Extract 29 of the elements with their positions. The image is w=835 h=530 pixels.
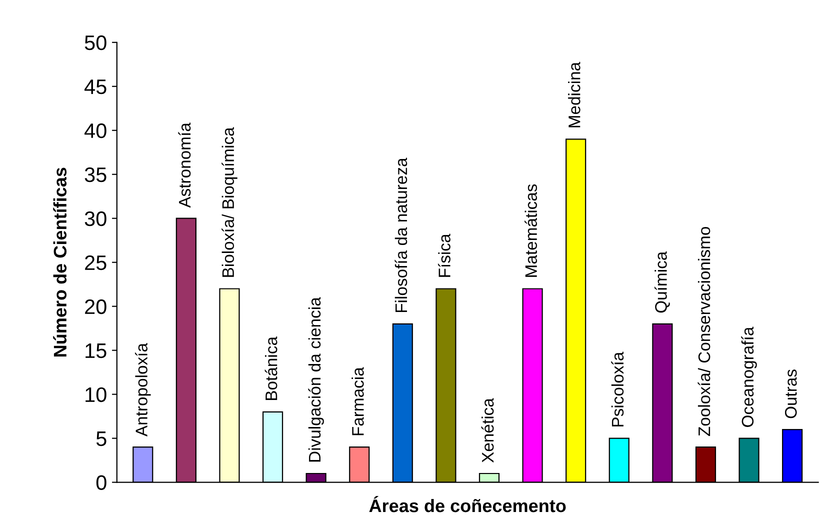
y-tick-label: 0 <box>96 475 106 490</box>
x-tick-label: Filosofía da natureza <box>394 158 408 312</box>
x-tick-label: Astronomía <box>178 122 191 208</box>
x-tick-label: Física <box>438 234 450 277</box>
x-tick-label: Medicina <box>568 62 580 128</box>
x-tick-label: Psicoloxía <box>611 352 624 426</box>
y-tick-label: 40 <box>84 123 106 138</box>
x-tick-label: Zooloxía/ Conservacionismo <box>698 226 710 436</box>
y-tick-label: 50 <box>84 35 106 50</box>
x-tick-label: Matemáticas <box>524 184 538 277</box>
y-tick-label: 15 <box>86 344 106 358</box>
x-tick-label: Antropoloxía <box>135 342 151 437</box>
x-tick-label: Outras <box>784 370 797 418</box>
y-tick-label: 10 <box>86 387 106 402</box>
y-tick-label: 35 <box>84 167 106 182</box>
x-tick-label: Bioloxía/ Bioquímica <box>222 127 238 277</box>
x-tick-label: Divulgación da ciencia <box>308 297 324 462</box>
x-axis-title: Áreas de coñecemento <box>369 496 566 512</box>
y-tick-label: 30 <box>84 211 106 226</box>
x-tick-label: Oceanografía <box>741 326 757 427</box>
x-tick-label: Farmacia <box>352 367 364 436</box>
y-tick-label: 25 <box>85 255 106 270</box>
y-tick-label: 20 <box>85 299 106 314</box>
x-tick-label: Botánica <box>264 336 278 400</box>
x-tick-label: Xenética <box>481 398 494 463</box>
y-axis-title: Número de Científicas <box>53 168 67 356</box>
y-tick-label: 45 <box>84 80 106 94</box>
x-tick-label: Química <box>654 251 670 313</box>
y-tick-label: 5 <box>96 432 106 446</box>
